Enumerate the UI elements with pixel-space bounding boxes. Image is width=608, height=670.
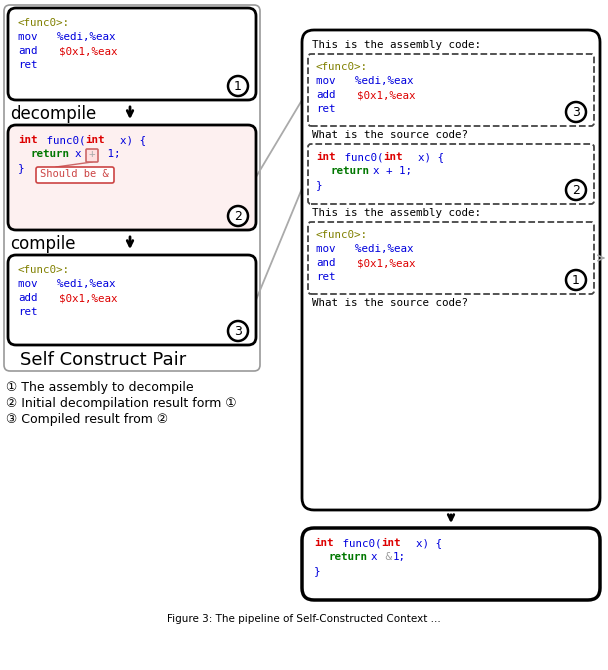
Text: x: x: [75, 149, 81, 159]
Text: <func0>:: <func0>:: [18, 18, 70, 28]
Text: This is the assembly code:: This is the assembly code:: [312, 40, 481, 50]
Text: Figure 3: The pipeline of Self-Constructed Context ...: Figure 3: The pipeline of Self-Construct…: [167, 614, 441, 624]
Text: Should be &: Should be &: [40, 169, 109, 179]
Text: return: return: [328, 552, 367, 562]
Text: 3: 3: [234, 324, 242, 338]
Text: return: return: [30, 149, 69, 159]
FancyBboxPatch shape: [302, 528, 600, 600]
FancyBboxPatch shape: [308, 144, 594, 204]
Text: int: int: [85, 135, 105, 145]
FancyBboxPatch shape: [8, 8, 256, 100]
Text: <func0>:: <func0>:: [18, 265, 70, 275]
Text: +: +: [88, 149, 94, 159]
Text: func0(: func0(: [40, 135, 86, 145]
Circle shape: [228, 76, 248, 96]
Text: x) {: x) {: [403, 538, 442, 548]
Circle shape: [566, 270, 586, 290]
Text: ③ Compiled result from ②: ③ Compiled result from ②: [6, 413, 168, 426]
Text: }: }: [314, 566, 320, 576]
Text: int: int: [381, 538, 401, 548]
FancyBboxPatch shape: [302, 30, 600, 510]
Text: }: }: [18, 163, 24, 173]
Text: 2: 2: [234, 210, 242, 222]
Text: $0x1,%eax: $0x1,%eax: [46, 293, 117, 303]
Text: int: int: [18, 135, 38, 145]
Text: int: int: [383, 152, 402, 162]
Text: <func0>:: <func0>:: [316, 62, 368, 72]
Text: add: add: [316, 90, 336, 100]
Text: &: &: [379, 552, 398, 562]
Circle shape: [566, 102, 586, 122]
Text: func0(: func0(: [338, 152, 384, 162]
Text: 1;: 1;: [393, 552, 406, 562]
Text: 1;: 1;: [101, 149, 120, 159]
Text: This is the assembly code:: This is the assembly code:: [312, 208, 481, 218]
Text: <func0>:: <func0>:: [316, 230, 368, 240]
Text: mov   %edi,%eax: mov %edi,%eax: [18, 279, 116, 289]
FancyBboxPatch shape: [36, 167, 114, 183]
Text: ① The assembly to decompile: ① The assembly to decompile: [6, 381, 193, 394]
Text: and: and: [18, 46, 38, 56]
Text: ret: ret: [316, 104, 336, 114]
Text: 3: 3: [572, 105, 580, 119]
Text: compile: compile: [10, 235, 75, 253]
FancyBboxPatch shape: [308, 222, 594, 294]
Text: ret: ret: [18, 307, 38, 317]
Text: mov   %edi,%eax: mov %edi,%eax: [316, 76, 413, 86]
Text: Self Construct Pair: Self Construct Pair: [20, 351, 186, 369]
Text: x: x: [371, 552, 378, 562]
FancyBboxPatch shape: [86, 149, 98, 162]
Text: int: int: [316, 152, 336, 162]
Text: ret: ret: [18, 60, 38, 70]
Text: $0x1,%eax: $0x1,%eax: [344, 90, 415, 100]
Text: add: add: [18, 293, 38, 303]
Text: decompile: decompile: [10, 105, 96, 123]
Text: x + 1;: x + 1;: [373, 166, 412, 176]
Text: mov   %edi,%eax: mov %edi,%eax: [316, 244, 413, 254]
Text: $0x1,%eax: $0x1,%eax: [344, 258, 415, 268]
Text: return: return: [330, 166, 369, 176]
Text: x) {: x) {: [405, 152, 444, 162]
Circle shape: [566, 180, 586, 200]
Text: What is the source code?: What is the source code?: [312, 298, 468, 308]
Circle shape: [228, 206, 248, 226]
FancyBboxPatch shape: [8, 125, 256, 230]
FancyBboxPatch shape: [8, 255, 256, 345]
Text: func0(: func0(: [336, 538, 381, 548]
Text: ret: ret: [316, 272, 336, 282]
FancyBboxPatch shape: [308, 54, 594, 126]
Text: x) {: x) {: [107, 135, 146, 145]
Text: 1: 1: [572, 273, 580, 287]
Text: }: }: [316, 180, 322, 190]
Text: 1: 1: [234, 80, 242, 92]
Circle shape: [228, 321, 248, 341]
Text: and: and: [316, 258, 336, 268]
Text: mov   %edi,%eax: mov %edi,%eax: [18, 32, 116, 42]
Text: What is the source code?: What is the source code?: [312, 130, 468, 140]
Text: ② Initial decompilation result form ①: ② Initial decompilation result form ①: [6, 397, 237, 410]
Text: $0x1,%eax: $0x1,%eax: [46, 46, 117, 56]
Text: int: int: [314, 538, 334, 548]
Text: 2: 2: [572, 184, 580, 196]
